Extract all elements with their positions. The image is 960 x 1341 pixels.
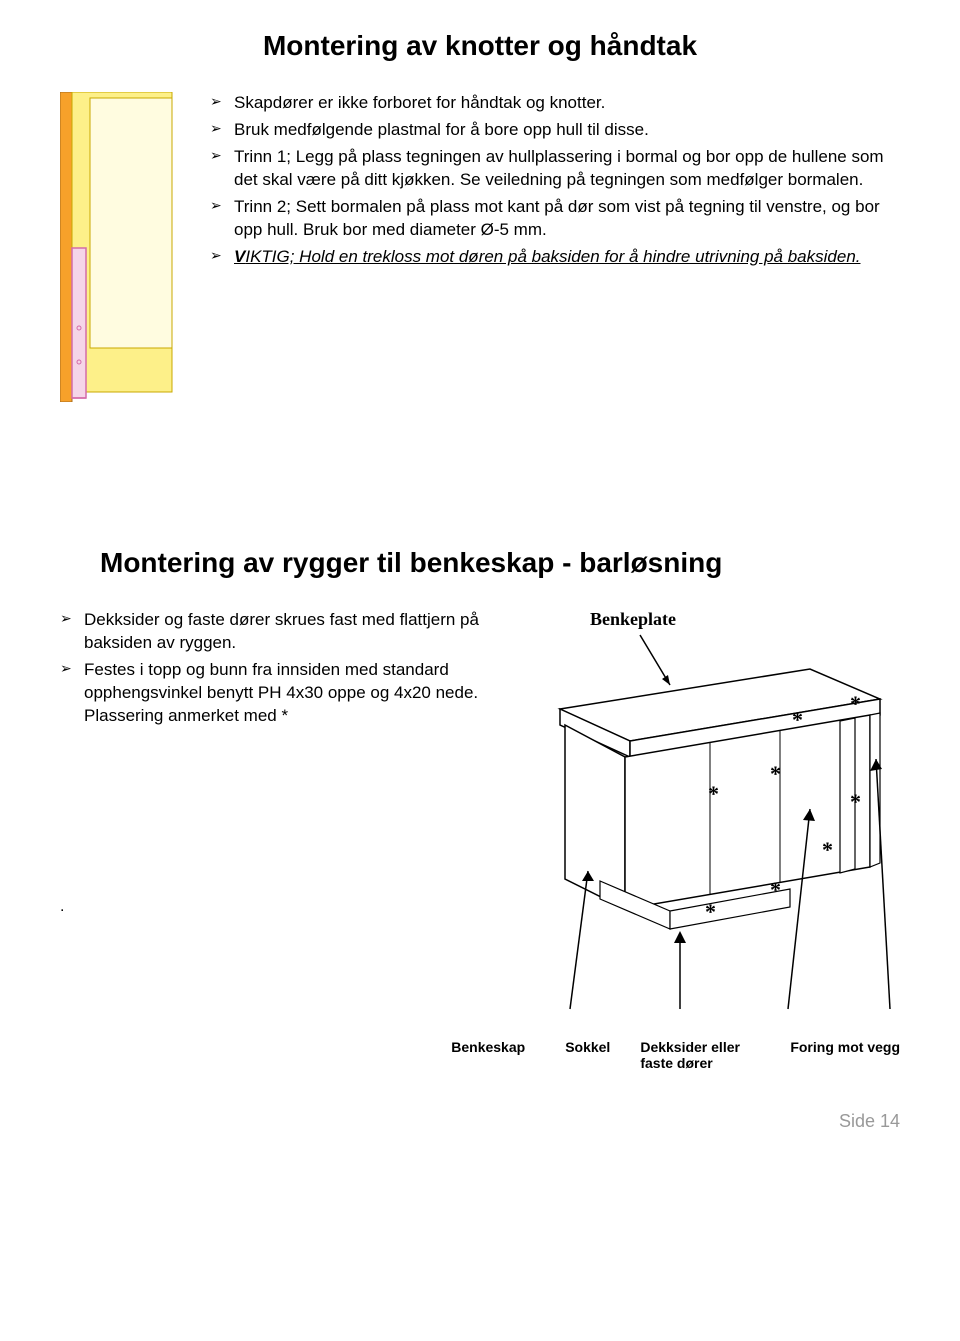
asterisk-marker: * — [705, 899, 716, 925]
page-number: Side 14 — [60, 1111, 900, 1132]
bullet-text: Skapdører er ikke forboret for håndtak o… — [234, 92, 900, 115]
page-title-1: Montering av knotter og håndtak — [60, 30, 900, 62]
bullet-text: Trinn 1; Legg på plass tegningen av hull… — [234, 146, 900, 192]
stray-dot: . — [60, 898, 500, 916]
bullet-item: ➢Trinn 2; Sett bormalen på plass mot kan… — [210, 196, 900, 242]
asterisk-marker: * — [850, 691, 861, 717]
asterisk-marker: * — [850, 789, 861, 815]
asterisk-marker: * — [708, 781, 719, 807]
bullet-text: Festes i topp og bunn fra innsiden med s… — [84, 659, 500, 728]
bullet-marker-icon: ➢ — [60, 659, 84, 728]
label-benkeskap: Benkeskap — [451, 1039, 525, 1071]
label-foring: Foring mot vegg — [790, 1039, 900, 1071]
asterisk-marker: * — [792, 707, 803, 733]
door-diagram — [60, 92, 180, 407]
bullet-item: ➢Skapdører er ikke forboret for håndtak … — [210, 92, 900, 115]
bullet-marker-icon: ➢ — [210, 92, 234, 115]
bullet-item: ➢Dekksider og faste dører skrues fast me… — [60, 609, 500, 655]
bullet-marker-icon: ➢ — [210, 246, 234, 269]
section-1: ➢Skapdører er ikke forboret for håndtak … — [60, 92, 900, 407]
bullet-text: VIKTIG; Hold en trekloss mot døren på ba… — [234, 246, 900, 269]
bottom-labels-row: Benkeskap Sokkel Dekksider eller faste d… — [60, 1039, 900, 1071]
asterisk-marker: * — [770, 761, 781, 787]
bullet-item: ➢Festes i topp og bunn fra innsiden med … — [60, 659, 500, 728]
bullet-text: Dekksider og faste dører skrues fast med… — [84, 609, 500, 655]
benkeplate-label: Benkeplate — [590, 609, 676, 630]
bullet-item: ➢Trinn 1; Legg på plass tegningen av hul… — [210, 146, 900, 192]
bullet-item: ➢Bruk medfølgende plastmal for å bore op… — [210, 119, 900, 142]
bullet-marker-icon: ➢ — [210, 196, 234, 242]
bullet-item: ➢VIKTIG; Hold en trekloss mot døren på b… — [210, 246, 900, 269]
label-sokkel: Sokkel — [565, 1039, 610, 1071]
section1-bullets: ➢Skapdører er ikke forboret for håndtak … — [200, 92, 900, 407]
cabinet-diagram: Benkeplate — [510, 609, 910, 1029]
bullet-marker-icon: ➢ — [210, 119, 234, 142]
bullet-text: Bruk medfølgende plastmal for å bore opp… — [234, 119, 900, 142]
bullet-marker-icon: ➢ — [210, 146, 234, 192]
bullet-text: Trinn 2; Sett bormalen på plass mot kant… — [234, 196, 900, 242]
page-title-2: Montering av rygger til benkeskap - barl… — [100, 547, 900, 579]
section-2: ➢Dekksider og faste dører skrues fast me… — [60, 609, 900, 1029]
asterisk-marker: * — [770, 877, 781, 903]
label-dekksider: Dekksider eller faste dører — [640, 1039, 760, 1071]
asterisk-marker: * — [822, 837, 833, 863]
section2-bullets: ➢Dekksider og faste dører skrues fast me… — [60, 609, 500, 728]
bullet-marker-icon: ➢ — [60, 609, 84, 655]
